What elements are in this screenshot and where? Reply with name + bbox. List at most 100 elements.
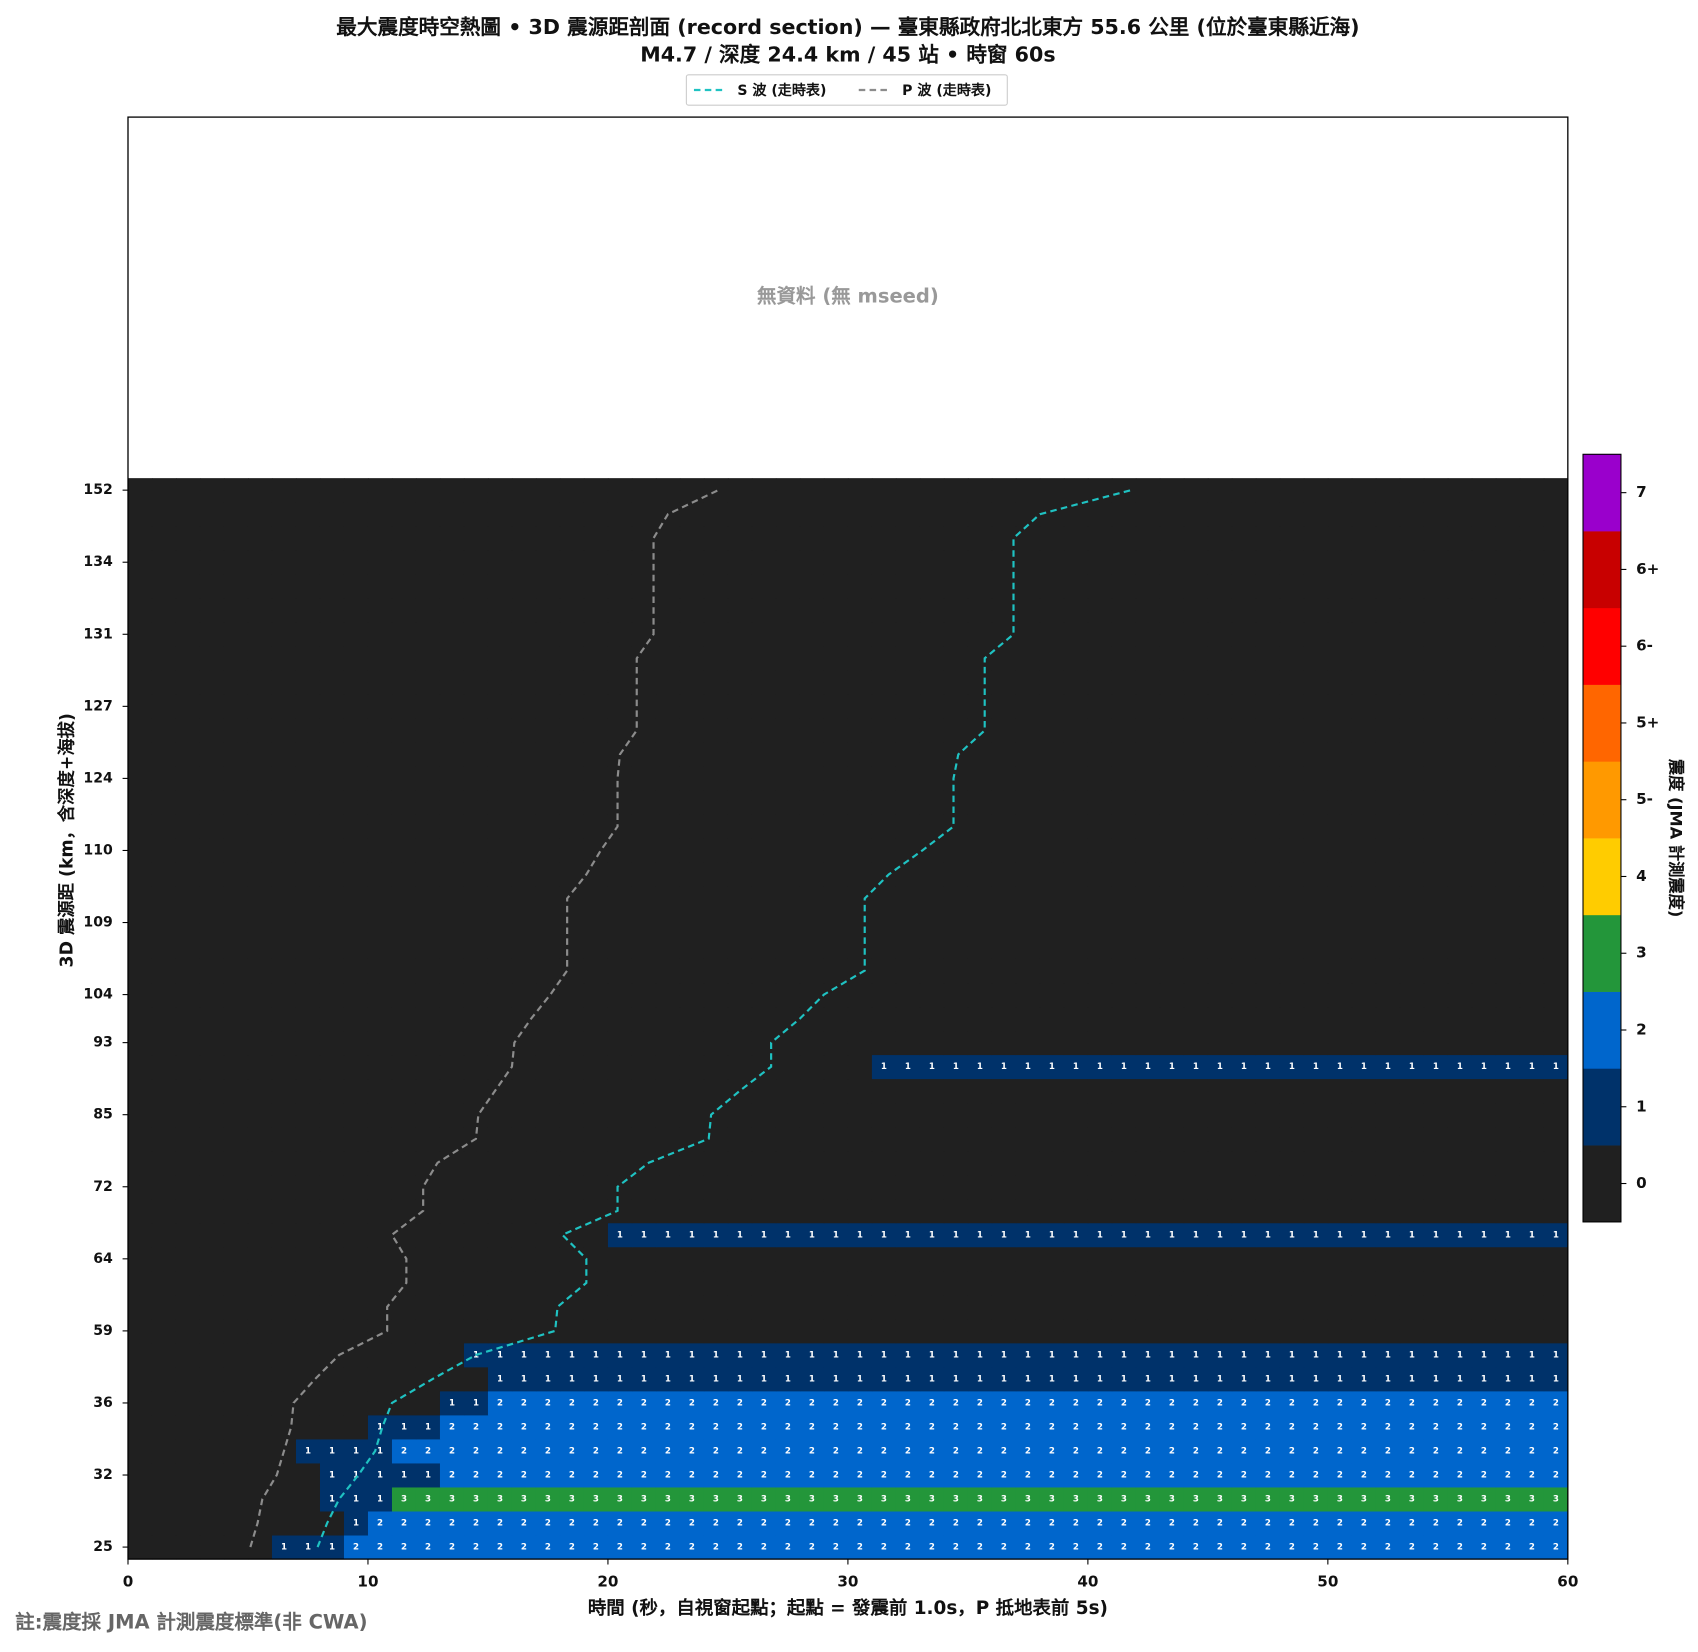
- heat-cell: [1111, 934, 1137, 959]
- heat-cell: [487, 550, 513, 575]
- heat-cell: [631, 1535, 657, 1560]
- heat-cell: [535, 1414, 561, 1440]
- heat-cell: [631, 790, 657, 815]
- heat-cell: [799, 958, 825, 984]
- heat-cell: [487, 742, 513, 767]
- heat-cell: [967, 838, 993, 863]
- heat-cell: [919, 886, 945, 911]
- heat-cell: [967, 1198, 993, 1224]
- heat-cell: [583, 1487, 609, 1512]
- heat-cell: [295, 958, 321, 984]
- heat-cell: [511, 742, 537, 767]
- cell-label: 2: [977, 1543, 983, 1553]
- heat-cell: [343, 1054, 369, 1080]
- heat-cell: [1303, 1366, 1329, 1392]
- heat-cell: [175, 550, 201, 575]
- heat-cell: [367, 1294, 393, 1320]
- heat-cell: [823, 1078, 849, 1104]
- heat-cell: [511, 1487, 537, 1512]
- heat-cell: [1279, 1487, 1305, 1512]
- heat-cell: [151, 838, 177, 863]
- heat-cell: [1063, 1414, 1089, 1440]
- heat-cell: [775, 478, 801, 503]
- heat-cell: [1399, 1318, 1425, 1344]
- cell-label: 1: [1433, 1374, 1439, 1384]
- cell-label: 3: [1121, 1495, 1127, 1505]
- heat-cell: [1207, 502, 1233, 527]
- heat-cell: [271, 1318, 297, 1344]
- cell-label: 1: [329, 1495, 335, 1505]
- heat-cell: [1423, 910, 1449, 935]
- heat-cell: [919, 598, 945, 623]
- heat-cell: [463, 574, 489, 599]
- heat-cell: [391, 1078, 417, 1104]
- heat-cell: [775, 1438, 801, 1464]
- heat-cell: [535, 910, 561, 935]
- heat-cell: [1183, 934, 1209, 959]
- heat-cell: [247, 502, 273, 527]
- cell-label: 1: [785, 1374, 791, 1384]
- heat-cell: [271, 1246, 297, 1272]
- heat-cell: [1303, 766, 1329, 791]
- heat-cell: [871, 622, 897, 647]
- heat-cell: [823, 1030, 849, 1056]
- heat-cell: [823, 502, 849, 527]
- heat-cell: [439, 526, 465, 551]
- heat-cell: [415, 550, 441, 575]
- heat-cell: [967, 1246, 993, 1272]
- heat-cell: [223, 934, 249, 959]
- heat-cell: [343, 1342, 369, 1368]
- cell-label: 1: [1169, 1230, 1175, 1240]
- heat-cell: [223, 790, 249, 815]
- heat-cell: [1111, 622, 1137, 647]
- heat-cell: [511, 598, 537, 623]
- heat-cell: [727, 862, 753, 887]
- heat-cell: [367, 1174, 393, 1200]
- heat-cell: [799, 646, 825, 671]
- heat-cell: [679, 1414, 705, 1440]
- heat-cell: [1423, 646, 1449, 671]
- heat-cell: [823, 550, 849, 575]
- cell-label: 2: [1481, 1446, 1487, 1456]
- cell-label: 2: [1457, 1446, 1463, 1456]
- heat-cell: [1231, 742, 1257, 767]
- heat-cell: [535, 622, 561, 647]
- heat-cell: [775, 886, 801, 911]
- heat-cell: [823, 1198, 849, 1224]
- heat-cell: [511, 1438, 537, 1464]
- heat-cell: [799, 1294, 825, 1320]
- heat-cell: [1447, 1294, 1473, 1320]
- heat-cell: [271, 670, 297, 695]
- heat-cell: [823, 1487, 849, 1512]
- cell-label: 3: [953, 1495, 959, 1505]
- heat-cell: [631, 646, 657, 671]
- heat-cell: [775, 814, 801, 839]
- heat-cell: [367, 550, 393, 575]
- heat-cell: [607, 1511, 633, 1536]
- heat-cell: [943, 934, 969, 959]
- heat-cell: [1279, 1174, 1305, 1200]
- heat-cell: [223, 1318, 249, 1344]
- cell-label: 2: [1265, 1543, 1271, 1553]
- cell-label: 2: [1481, 1519, 1487, 1529]
- cell-label: 2: [1385, 1398, 1391, 1408]
- heat-cell: [559, 1414, 585, 1440]
- heat-cell: [799, 1270, 825, 1296]
- heat-cell: [1543, 1078, 1569, 1104]
- heat-cell: [1471, 502, 1497, 527]
- heat-cell: [1303, 478, 1329, 503]
- heat-cell: [919, 478, 945, 503]
- heat-cell: [1399, 1102, 1425, 1128]
- heat-cell: [1159, 526, 1185, 551]
- cell-label: 2: [521, 1422, 527, 1432]
- heat-cell: [943, 1390, 969, 1416]
- heat-cell: [895, 1366, 921, 1392]
- cell-label: 3: [497, 1495, 503, 1505]
- heat-cell: [1039, 910, 1065, 935]
- heat-cell: [991, 1198, 1017, 1224]
- heat-cell: [751, 766, 777, 791]
- heat-cell: [1519, 742, 1545, 767]
- heat-cell: [1423, 550, 1449, 575]
- cell-label: 1: [1361, 1374, 1367, 1384]
- cell-label: 2: [737, 1543, 743, 1553]
